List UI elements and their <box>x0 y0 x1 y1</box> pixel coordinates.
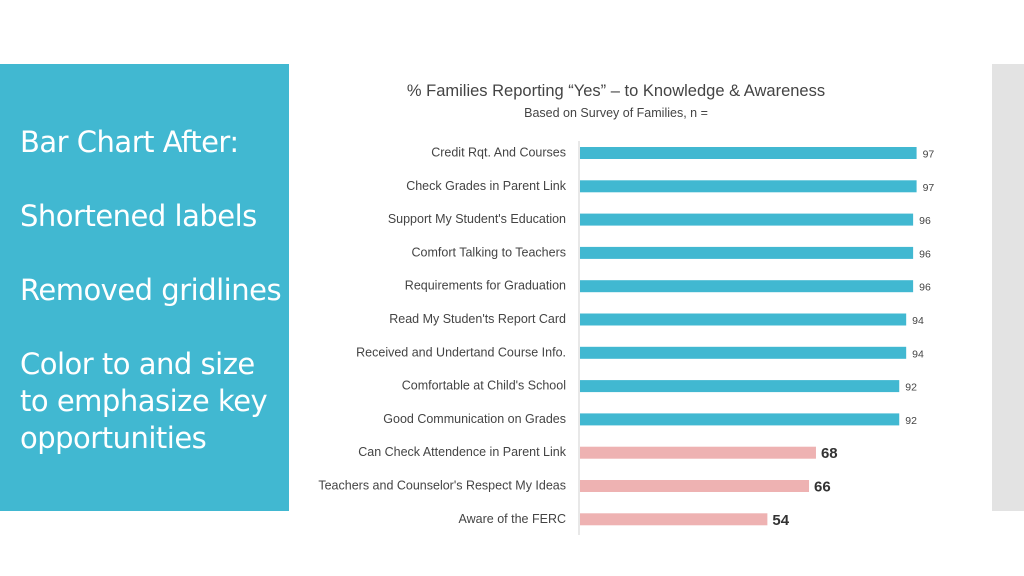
data-label: 97 <box>923 182 935 194</box>
data-label: 94 <box>912 348 924 360</box>
bar <box>580 380 900 393</box>
slide-text-line: Color to and size <box>20 347 255 381</box>
bar <box>580 346 907 359</box>
data-label: 54 <box>772 512 789 529</box>
category-label: Comfortable at Child's School <box>402 379 566 393</box>
bar <box>580 280 914 293</box>
category-label: Aware of the FERC <box>459 512 566 526</box>
slide-text-line: Bar Chart After: <box>20 125 239 159</box>
title-panel: Bar Chart After: Shortened labels Removed … <box>0 64 289 511</box>
slide-text-line: to emphasize key <box>20 384 268 418</box>
data-label: 96 <box>919 248 931 260</box>
category-label: Read My Studen'ts Report Card <box>389 312 566 326</box>
slide-text-line: Removed gridlines <box>20 273 282 307</box>
chart-title: % Families Reporting “Yes” – to Knowledg… <box>406 82 826 100</box>
category-label: Requirements for Graduation <box>405 279 566 293</box>
data-label: 92 <box>905 382 917 394</box>
data-label: 66 <box>814 479 831 496</box>
category-label: Comfort Talking to Teachers <box>412 245 566 259</box>
right-band <box>992 64 1024 511</box>
bar <box>580 213 914 226</box>
category-label: Received and Undertand Course Info. <box>356 345 566 359</box>
data-label: 97 <box>923 149 935 161</box>
data-label: 96 <box>919 215 931 227</box>
slide-text: Bar Chart After: Shortened labels Removed … <box>20 124 282 457</box>
category-label: Teachers and Counselor's Respect My Idea… <box>318 479 566 493</box>
data-label: 92 <box>905 415 917 427</box>
category-label: Can Check Attendence in Parent Link <box>358 445 567 459</box>
data-label: 68 <box>821 445 838 462</box>
data-label: 96 <box>919 282 931 294</box>
slide-text-line: Shortened labels <box>20 199 257 233</box>
bar <box>580 313 907 326</box>
category-label: Support My Student's Education <box>388 212 566 226</box>
bar <box>580 446 816 459</box>
bar <box>580 246 914 259</box>
category-label: Good Communication on Grades <box>383 412 566 426</box>
bar <box>580 413 900 426</box>
bar <box>580 513 768 526</box>
chart-subtitle: Based on Survey of Families, n = <box>524 106 708 120</box>
category-label: Credit Rqt. And Courses <box>431 146 566 160</box>
bar <box>580 147 917 159</box>
category-label: Check Grades in Parent Link <box>406 179 567 193</box>
slide-text-line: opportunities <box>20 421 207 455</box>
bar <box>580 480 810 492</box>
bar <box>580 180 917 193</box>
data-label: 94 <box>912 315 924 327</box>
